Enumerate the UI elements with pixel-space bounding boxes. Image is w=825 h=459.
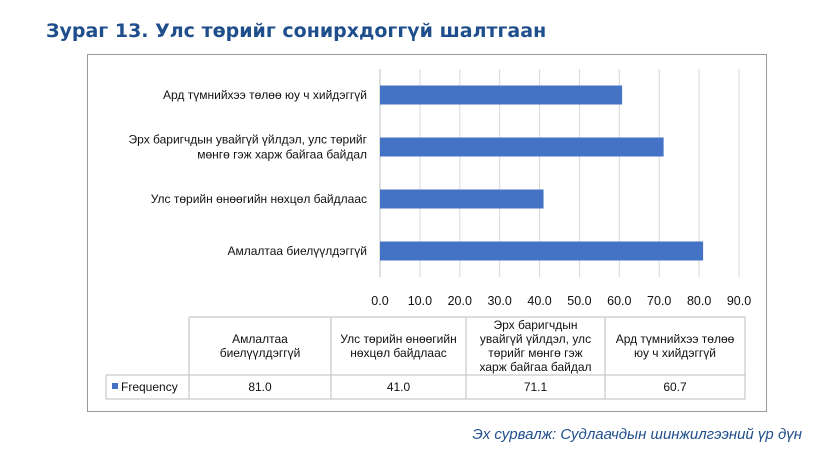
table-value-cell: 81.0: [248, 380, 272, 394]
table-value-cell: 71.1: [524, 380, 548, 394]
bar: [380, 189, 544, 209]
x-tick-label: 30.0: [487, 294, 511, 308]
source-note: Эх сурвалж: Судлаачдын шинжилгээний үр д…: [472, 426, 802, 443]
table-value-cell: 60.7: [663, 380, 687, 394]
x-tick-label: 80.0: [687, 294, 711, 308]
x-tick-label: 70.0: [647, 294, 671, 308]
bar: [380, 241, 704, 261]
category-label: Улс төрийн өнөөгийн нөхцөл байдлаас: [151, 192, 367, 206]
bar-chart: 0.0 10.0 20.0 30.0 40.0 50.0 60.0 70.0 80.0 90.0 А…: [105, 69, 751, 400]
category-label: Амлалтаа биелүүлдэггүй: [227, 244, 367, 258]
x-tick-label: 10.0: [408, 294, 432, 308]
category-label: Ард түмнийхээ төлөө юу ч хийдэггүй: [163, 88, 367, 102]
legend-label: Frequency: [121, 380, 178, 394]
x-tick-label: 40.0: [527, 294, 551, 308]
table-header-cell: төрийг мөнгө гэж: [488, 346, 582, 360]
category-label: мөнгө гэж харж байгаа байдал: [197, 148, 367, 162]
x-tick-label: 50.0: [567, 294, 591, 308]
x-tick-label: 0.0: [371, 294, 388, 308]
x-tick-label: 60.0: [607, 294, 631, 308]
bar: [380, 137, 664, 157]
table-header-cell: нөхцөл байдлаас: [350, 346, 447, 360]
table-value-cell: 41.0: [387, 380, 411, 394]
table-header-cell: биелүүлдэггүй: [220, 346, 301, 360]
legend-key: [112, 383, 118, 389]
table-header-cell: Улс төрийн өнөөгийн: [340, 332, 456, 346]
table-header-cell: харж байгаа байдал: [480, 360, 592, 374]
page-title: Зураг 13. Улс төрийг сонирхдоггүй шалтга…: [46, 20, 547, 42]
table-header-cell: Эрх баригчдын: [493, 318, 577, 332]
x-tick-label: 90.0: [727, 294, 751, 308]
table-header-cell: увайгүй үйлдэл, улс: [480, 332, 591, 346]
x-tick-label: 20.0: [448, 294, 472, 308]
bar: [380, 85, 623, 105]
chart-frame: 0.0 10.0 20.0 30.0 40.0 50.0 60.0 70.0 80.0 90.0 А…: [87, 54, 767, 412]
table-header-cell: Амлалтаа: [232, 332, 288, 346]
table-header-cell: юу ч хийдэггүй: [634, 346, 716, 360]
category-label: Эрх баригчдын увайгүй үйлдэл, улс төрийг: [129, 133, 368, 147]
table-header-cell: Ард түмнийхээ төлөө: [616, 332, 735, 346]
